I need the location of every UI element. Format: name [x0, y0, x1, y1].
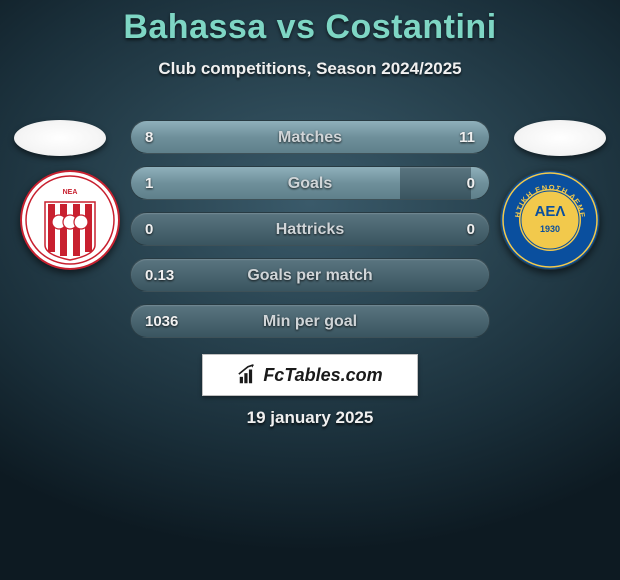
stat-row: 1036Min per goal	[130, 304, 490, 338]
subtitle: Club competitions, Season 2024/2025	[0, 59, 620, 79]
stat-value-right: 11	[459, 121, 475, 153]
chart-icon	[237, 364, 259, 386]
stat-row: 1Goals0	[130, 166, 490, 200]
svg-text:1930: 1930	[540, 224, 560, 234]
stat-row: 8Matches11	[130, 120, 490, 154]
club-badge-right: AEΛ 1930 ΑΘΛΗΤΙΚΗ ΕΝΩΣΗ ΛΕΜΕΣΟΥ	[500, 170, 600, 270]
club-badge-left: ΝΕΑ	[20, 170, 120, 270]
stat-row: 0.13Goals per match	[130, 258, 490, 292]
stat-label: Min per goal	[131, 305, 489, 337]
brand-label: FcTables.com	[263, 365, 382, 386]
brand-box: FcTables.com	[202, 354, 418, 396]
page-title: Bahassa vs Costantini	[0, 0, 620, 47]
date-label: 19 january 2025	[0, 408, 620, 428]
stats-container: 8Matches111Goals00Hattricks00.13Goals pe…	[130, 120, 490, 350]
stat-label: Hattricks	[131, 213, 489, 245]
player-left-avatar	[14, 120, 106, 156]
player-right-avatar	[514, 120, 606, 156]
stat-value-right: 0	[467, 167, 475, 199]
svg-text:ΝΕΑ: ΝΕΑ	[63, 189, 78, 196]
stat-row: 0Hattricks0	[130, 212, 490, 246]
svg-text:AEΛ: AEΛ	[535, 203, 566, 220]
stat-label: Matches	[131, 121, 489, 153]
stat-value-right: 0	[467, 213, 475, 245]
stat-label: Goals per match	[131, 259, 489, 291]
stat-label: Goals	[131, 167, 489, 199]
